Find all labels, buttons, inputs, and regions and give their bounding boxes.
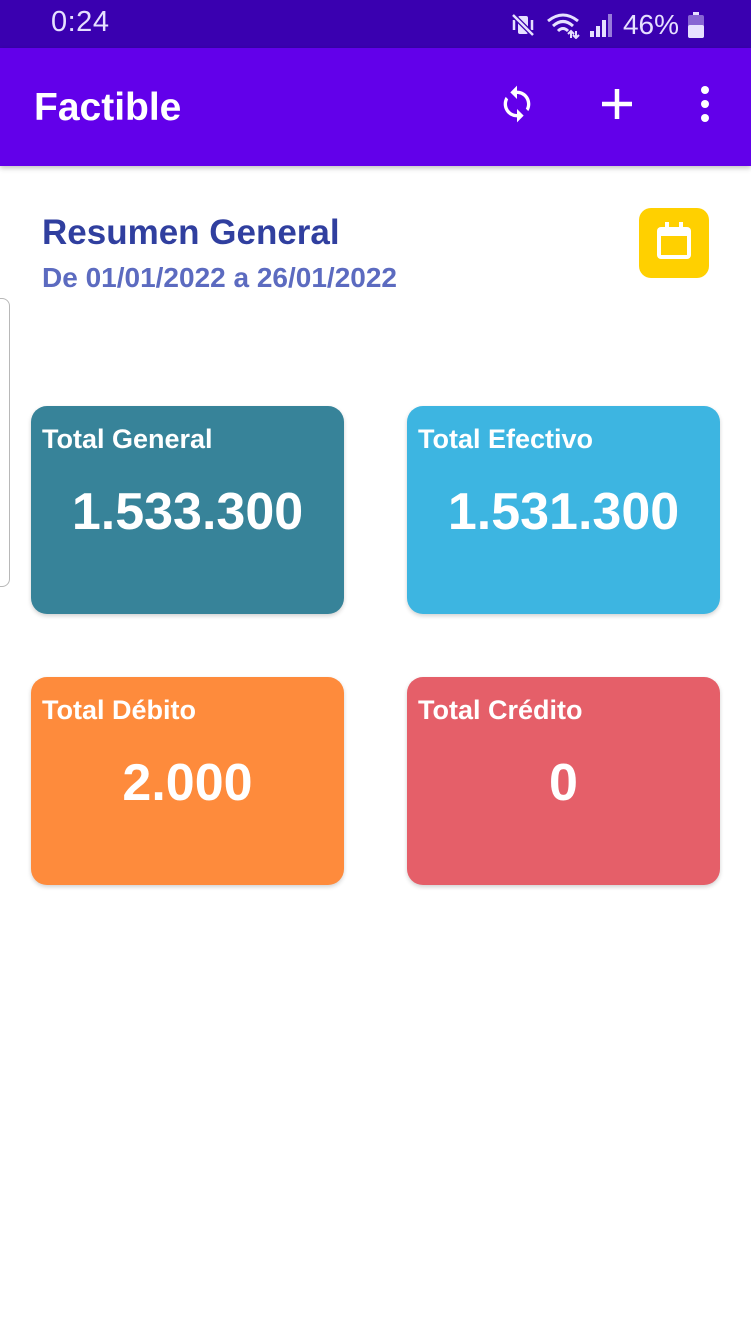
more-options-button[interactable] <box>677 78 733 134</box>
battery-percent: 46% <box>622 9 679 40</box>
battery-icon <box>687 11 705 39</box>
add-icon <box>599 86 635 127</box>
card-value: 2.000 <box>122 754 253 812</box>
card-total-debito[interactable]: Total Débito 2.000 <box>31 677 344 885</box>
mute-vibrate-icon <box>509 11 537 39</box>
card-label: Total Efectivo <box>418 424 594 454</box>
summary-title: Resumen General <box>42 213 340 252</box>
card-value: 1.531.300 <box>447 483 680 541</box>
status-icons: 46% <box>509 8 705 42</box>
signal-icon <box>589 11 613 39</box>
card-total-general[interactable]: Total General 1.533.300 <box>31 406 344 614</box>
sync-button[interactable] <box>489 78 545 134</box>
side-drawer-handle[interactable] <box>0 298 10 587</box>
card-value: 1.533.300 <box>71 483 304 541</box>
date-range: De 01/01/2022 a 26/01/2022 <box>42 262 397 293</box>
app-title: Factible <box>34 86 182 129</box>
status-bar: 0:24 <box>0 0 751 48</box>
calendar-button[interactable] <box>639 208 709 278</box>
card-total-credito[interactable]: Total Crédito 0 <box>407 677 720 885</box>
card-label: Total Crédito <box>418 695 583 725</box>
more-vert-icon <box>700 85 710 127</box>
card-total-efectivo[interactable]: Total Efectivo 1.531.300 <box>407 406 720 614</box>
app-bar: Factible <box>0 48 751 166</box>
card-label: Total Débito <box>42 695 196 725</box>
card-label: Total General <box>42 424 213 454</box>
sync-icon <box>497 84 537 129</box>
wifi-icon <box>545 11 581 39</box>
add-button[interactable] <box>589 78 645 134</box>
status-time: 0:24 <box>51 6 110 38</box>
calendar-icon <box>652 219 696 268</box>
card-value: 0 <box>549 754 578 812</box>
